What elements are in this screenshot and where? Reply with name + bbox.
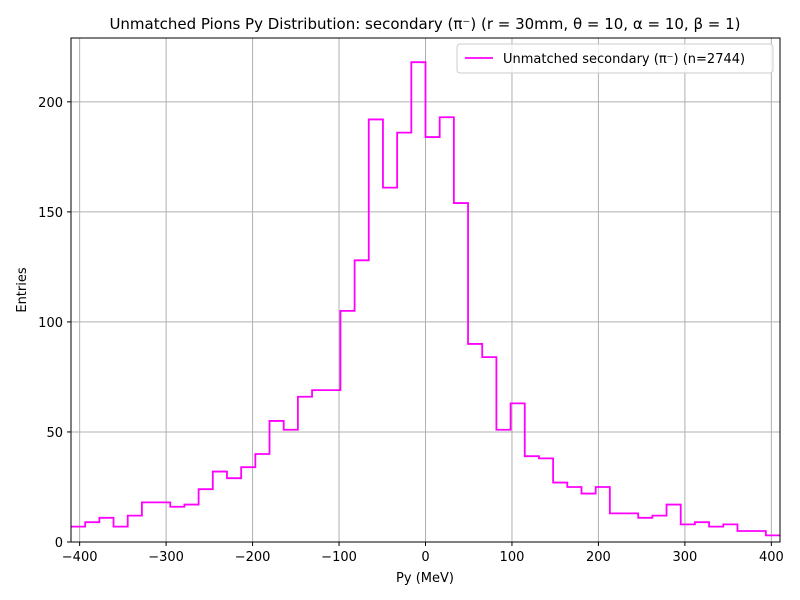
legend-label: Unmatched secondary (π⁻) (n=2744)	[503, 52, 745, 67]
x-tick-label: 200	[586, 550, 611, 565]
y-tick-label: 200	[38, 96, 63, 111]
histogram-step-line	[71, 61, 780, 537]
y-tick-label: 100	[38, 316, 63, 331]
y-tick-label: 50	[46, 426, 63, 441]
y-axis-label: Entries	[15, 267, 30, 313]
chart-title: Unmatched Pions Py Distribution: seconda…	[109, 15, 740, 33]
legend-box	[456, 43, 774, 74]
y-tick-label: 0	[55, 536, 63, 551]
x-tick-label: −300	[148, 550, 184, 565]
x-tick-label: −100	[321, 550, 357, 565]
x-axis-ticks: −400 −300 −200 −100 0 100 200 300 400	[62, 542, 784, 565]
x-axis-label: Py (MeV)	[396, 571, 454, 586]
x-tick-label: −400	[62, 550, 98, 565]
x-tick-label: 100	[500, 550, 525, 565]
legend: Unmatched secondary (π⁻) (n=2744)	[456, 43, 774, 74]
y-tick-label: 150	[38, 206, 63, 221]
x-tick-label: 300	[672, 550, 697, 565]
x-tick-label: −200	[235, 550, 271, 565]
x-tick-label: 400	[759, 550, 784, 565]
x-tick-label: 0	[421, 550, 429, 565]
plot-layer	[71, 61, 780, 537]
y-axis-ticks: 0 50 100 150 200	[38, 96, 71, 551]
